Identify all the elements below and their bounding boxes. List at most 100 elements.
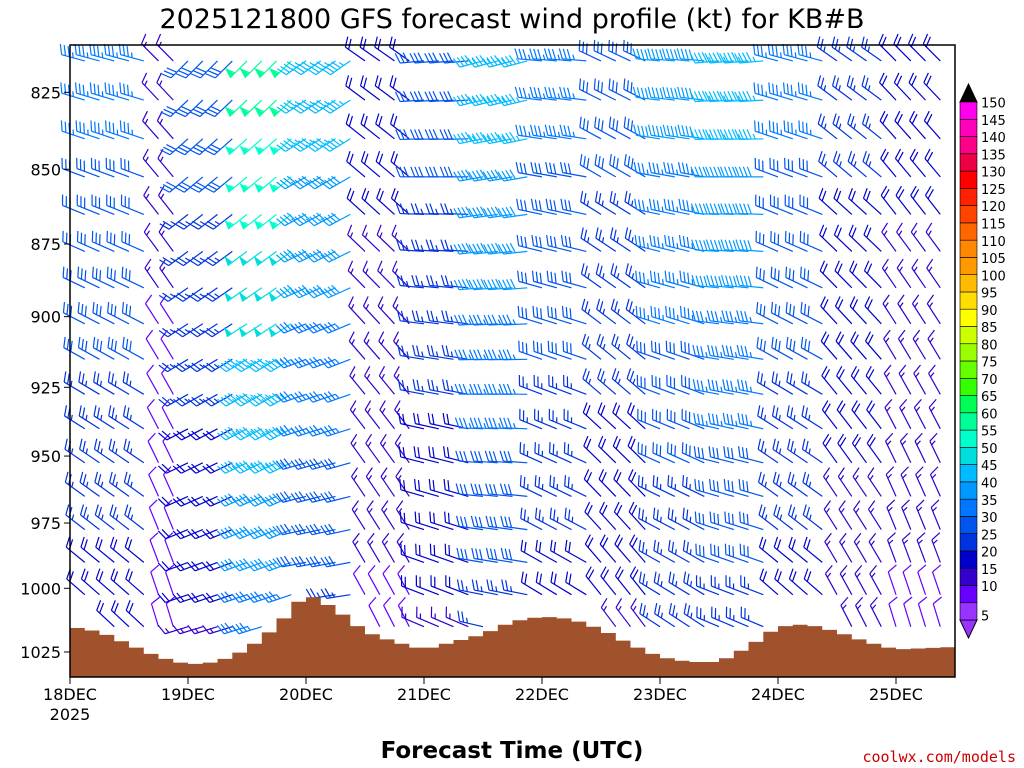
wind-barb: [375, 113, 395, 140]
wind-barb: [482, 169, 513, 182]
wind-barb: [757, 438, 779, 464]
wind-barb: [425, 203, 454, 215]
wind-barb: [584, 534, 602, 563]
wind-barb: [188, 250, 218, 267]
wind-barb: [498, 349, 528, 361]
wind-barb: [92, 266, 115, 289]
x-tick-label: 25DEC: [869, 685, 923, 704]
wind-barb: [77, 266, 100, 289]
wind-barb: [187, 495, 218, 507]
wind-barb: [782, 43, 808, 62]
wind-barb: [880, 185, 897, 215]
colorbar-level-label: 45: [981, 459, 998, 474]
colorbar-level-label: 25: [981, 528, 998, 543]
wind-barb: [164, 564, 175, 595]
wind-barb: [533, 375, 558, 395]
wind-barb: [886, 532, 897, 563]
wind-barb: [624, 227, 646, 252]
wind-barb: [768, 82, 793, 101]
wind-barb: [175, 60, 204, 79]
wind-barb: [172, 462, 204, 474]
wind-barb: [626, 333, 646, 360]
wind-barb: [361, 224, 381, 252]
wind-barb: [639, 602, 661, 628]
wind-barb: [142, 110, 159, 140]
wind-barb: [125, 568, 145, 596]
wind-barb: [626, 368, 646, 395]
wind-barb: [851, 400, 867, 430]
colorbar-cell: [959, 308, 978, 327]
wind-barb: [759, 568, 779, 596]
wind-barb: [187, 428, 218, 441]
colorbar-cell: [959, 291, 978, 310]
wind-barb: [346, 188, 366, 215]
wind-barb: [124, 536, 145, 563]
wind-barb: [349, 400, 366, 430]
wind-barb: [648, 161, 675, 178]
wind-barb: [497, 206, 528, 219]
wind-barb: [868, 532, 882, 563]
wind-barb: [931, 564, 942, 595]
wind-barb: [261, 392, 292, 407]
wind-barb: [80, 536, 100, 563]
colorbar-level-label: 135: [981, 148, 1006, 163]
wind-barb: [580, 227, 602, 252]
wind-barb: [444, 543, 469, 563]
wind-barb: [517, 305, 543, 325]
wind-barb: [203, 213, 233, 230]
wind-barb: [545, 198, 572, 215]
wind-barb: [381, 500, 396, 530]
wind-barb: [452, 55, 484, 68]
wind-barb: [482, 206, 513, 219]
wind-barb: [690, 128, 720, 141]
wind-barb: [106, 194, 130, 215]
wind-barb: [558, 48, 587, 62]
wind-barb: [291, 138, 322, 152]
wind-barb: [767, 43, 793, 62]
wind-barb: [894, 148, 912, 178]
credit-link[interactable]: coolwx.com/models: [862, 748, 1016, 766]
wind-barb: [160, 99, 189, 118]
wind-barb: [923, 110, 941, 140]
x-axis-label: Forecast Time (UTC): [381, 738, 644, 764]
wind-barb: [916, 532, 927, 563]
wind-barb: [395, 129, 425, 141]
wind-barb: [836, 400, 853, 430]
wind-barb: [231, 493, 263, 507]
wind-barb: [710, 543, 734, 563]
wind-barb: [483, 242, 513, 255]
wind-barb: [254, 99, 277, 117]
wind-barb: [615, 598, 631, 628]
wind-barb: [519, 442, 543, 464]
wind-barb: [470, 450, 498, 464]
wind-barb: [500, 547, 528, 563]
wind-barb: [788, 536, 808, 563]
wind-barb: [254, 138, 277, 156]
wind-barb: [269, 60, 292, 79]
wind-barb: [597, 402, 617, 430]
wind-barb: [879, 110, 897, 140]
wind-barb: [224, 176, 248, 193]
wind-barb: [734, 128, 764, 141]
wind-barb: [545, 161, 572, 178]
wind-barb: [515, 161, 543, 178]
wind-barb: [396, 274, 425, 289]
wind-barb: [802, 471, 823, 497]
wind-barb: [118, 43, 144, 62]
wind-barb: [785, 302, 808, 325]
wind-barb: [929, 466, 941, 497]
wind-barbs: [59, 33, 943, 635]
wind-barb: [667, 475, 690, 497]
wind-barb: [584, 501, 602, 531]
wind-barb: [582, 402, 602, 430]
wind-barb: [202, 428, 233, 441]
wind-barb: [320, 356, 351, 369]
wind-barb: [122, 336, 145, 360]
wind-barb: [681, 442, 705, 464]
wind-barb: [391, 260, 410, 289]
colorbar-cell: [959, 222, 978, 241]
wind-barb: [119, 82, 144, 101]
wind-barb: [516, 234, 543, 252]
wind-barb: [707, 379, 734, 395]
wind-barb: [884, 398, 897, 430]
